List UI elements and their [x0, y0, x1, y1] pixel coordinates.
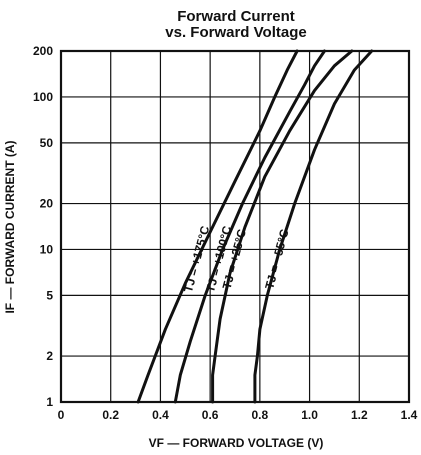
y-tick-label: 2 — [46, 349, 53, 363]
y-tick-label: 100 — [33, 90, 53, 104]
y-tick-label: 5 — [46, 288, 53, 302]
y-tick-label: 1 — [46, 395, 53, 409]
series-line-1 — [136, 49, 299, 404]
x-tick-label: 0 — [58, 408, 65, 422]
series-line-2 — [173, 49, 326, 404]
x-tick-label: 1.4 — [401, 408, 418, 422]
chart-subtitle: vs. Forward Voltage — [165, 24, 306, 41]
y-tick-label: 10 — [40, 242, 54, 256]
y-axis-label: IF — FORWARD CURRENT (A) — [3, 140, 17, 313]
x-tick-label: 0.6 — [202, 408, 219, 422]
series-label-4: TJ = −55°C — [262, 227, 292, 290]
series-line-3 — [211, 49, 354, 404]
series-line-4 — [253, 49, 374, 404]
x-tick-label: 1.0 — [301, 408, 318, 422]
x-tick-label: 0.4 — [152, 408, 169, 422]
chart-title: Forward Current — [177, 8, 295, 25]
curve-labels: TJ = +175°CTJ = +100°CTJ = +25°C TJ = −55… — [181, 224, 292, 294]
y-tick-labels: 1 2 5 10 20 50 100 200 — [33, 44, 53, 409]
x-tick-label: 0.8 — [252, 408, 269, 422]
x-tick-label: 0.2 — [102, 408, 119, 422]
x-axis-label: VF — FORWARD VOLTAGE (V) — [149, 436, 324, 450]
plot-frame — [59, 49, 411, 404]
y-tick-label: 200 — [33, 44, 53, 58]
x-tick-label: 1.2 — [351, 408, 368, 422]
y-tick-label: 20 — [40, 197, 54, 211]
grid — [60, 50, 410, 403]
x-tick-labels: 0 0.2 0.4 0.6 0.8 1.0 1.2 1.4 — [58, 408, 418, 422]
curves — [136, 49, 374, 404]
y-tick-label: 50 — [40, 136, 54, 150]
